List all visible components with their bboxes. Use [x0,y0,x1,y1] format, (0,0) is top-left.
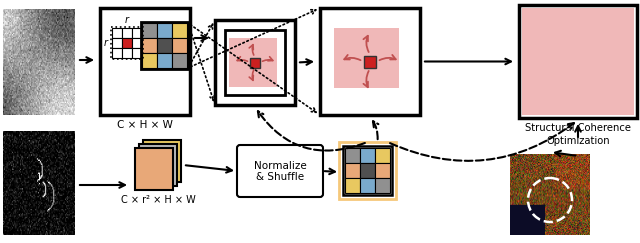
Bar [375,178,390,193]
Bar [132,38,142,48]
Bar [139,144,177,186]
Bar [334,28,399,88]
Bar [343,146,392,195]
Bar [100,8,190,115]
Bar [375,163,390,178]
Bar [157,38,172,53]
Text: r: r [104,38,108,48]
Bar [345,178,360,193]
Bar [122,38,132,48]
Text: Normalize: Normalize [253,161,307,171]
Bar [112,38,122,48]
Bar [320,8,420,115]
Text: C × H × W: C × H × W [117,120,173,130]
Bar [142,23,157,38]
Bar [364,55,376,68]
Bar [250,58,260,68]
Bar [157,23,172,38]
Bar [141,22,188,69]
Bar [132,28,142,38]
Text: C × r² × H × W: C × r² × H × W [120,195,195,205]
Bar [142,53,157,68]
Text: r: r [125,15,129,25]
Bar [112,28,122,38]
Bar [143,140,181,182]
Bar [172,53,187,68]
Bar [122,48,132,58]
Bar [142,38,157,53]
Bar [339,142,396,199]
Bar [360,178,375,193]
Bar [375,148,390,163]
Bar [360,148,375,163]
Bar [519,5,637,118]
Text: & Shuffle: & Shuffle [256,172,304,182]
Bar [522,8,634,115]
Bar [132,48,142,58]
Bar [111,27,143,59]
Bar [112,48,122,58]
Bar [135,148,173,190]
Bar [345,163,360,178]
Bar [229,38,277,87]
Bar [157,53,172,68]
Bar [172,38,187,53]
Bar [172,23,187,38]
Bar [345,148,360,163]
Text: Structural Coherence
Optimization: Structural Coherence Optimization [525,123,631,146]
FancyBboxPatch shape [237,145,323,197]
Bar [122,28,132,38]
Bar [360,163,375,178]
Bar [225,30,285,95]
Bar [215,20,295,105]
